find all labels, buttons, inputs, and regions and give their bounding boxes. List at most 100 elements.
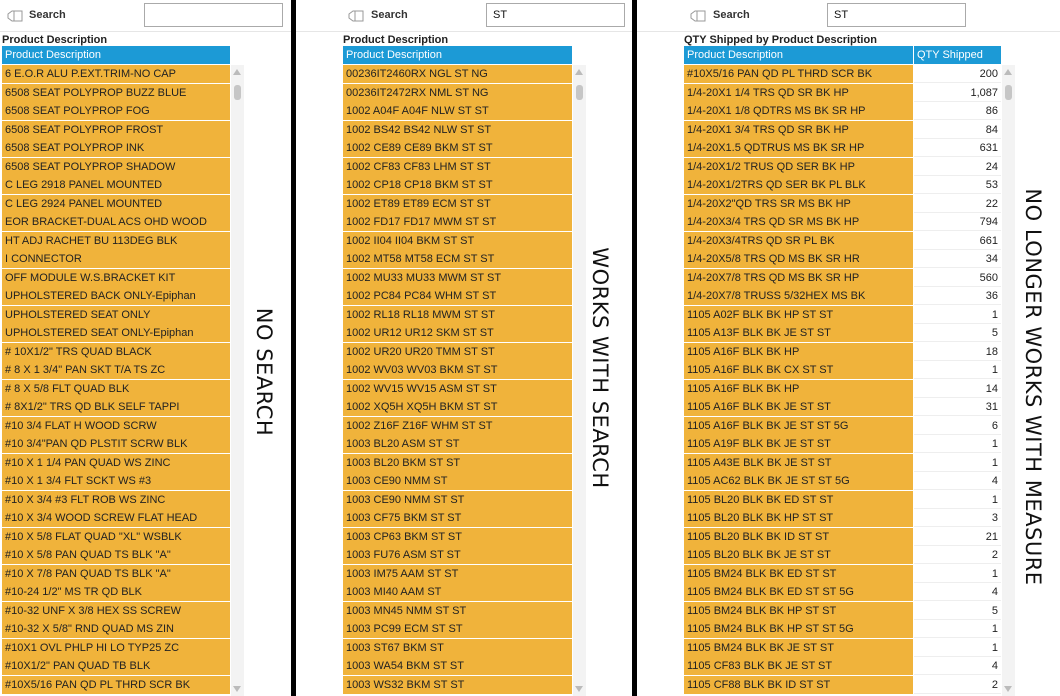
table-row[interactable]: #10X5/16 PAN QD PL THRD SCR BK 200 — [684, 65, 1001, 84]
table-row[interactable]: 00236IT2460RX NGL ST NG — [343, 65, 572, 84]
cell-product-description[interactable]: 6508 SEAT POLYPROP INK — [2, 139, 230, 157]
cell-product-description[interactable]: 1105 A02F BLK BK HP ST ST — [684, 305, 913, 324]
cell-product-description[interactable]: #10 X 1 1/4 PAN QUAD WS ZINC — [2, 453, 230, 472]
cell-product-description[interactable]: 6 E.O.R ALU P.EXT.TRIM-NO CAP — [2, 65, 230, 83]
table-row[interactable]: # 8X1/2" TRS QD BLK SELF TAPPI — [2, 398, 230, 417]
cell-product-description[interactable]: 6508 SEAT POLYPROP FOG — [2, 102, 230, 120]
scroll-thumb[interactable] — [234, 85, 241, 100]
cell-product-description[interactable]: 1105 BM24 BLK BK HP ST ST — [684, 601, 913, 620]
table-row[interactable]: UPHOLSTERED SEAT ONLY — [2, 305, 230, 324]
table-row[interactable]: 1003 CP63 BKM ST ST — [343, 527, 572, 546]
cell-qty-shipped[interactable]: 200 — [914, 65, 1001, 83]
table-row[interactable]: 1002 WV03 WV03 BKM ST ST — [343, 361, 572, 380]
cell-qty-shipped[interactable]: 1 — [914, 361, 1001, 379]
cell-product-description[interactable]: 1105 A16F BLK BK HP — [684, 342, 913, 361]
table-row[interactable]: # 8 X 1 3/4" PAN SKT T/A TS ZC — [2, 361, 230, 380]
table-row[interactable]: #10X1 OVL PHLP HI LO TYP25 ZC — [2, 638, 230, 657]
cell-product-description[interactable]: # 10X1/2" TRS QUAD BLACK — [2, 342, 230, 361]
cell-qty-shipped[interactable]: 1 — [914, 620, 1001, 638]
table-row[interactable]: 1003 PC99 ECM ST ST — [343, 620, 572, 639]
cell-product-description[interactable]: 1003 CE90 NMM ST — [343, 472, 572, 490]
cell-product-description[interactable]: 1/4-20X7/8 TRUSS 5/32HEX MS BK — [684, 287, 913, 305]
column-header-product-description[interactable]: Product Description — [343, 46, 572, 64]
table-row[interactable]: C LEG 2918 PANEL MOUNTED — [2, 176, 230, 195]
search-eraser-icon[interactable] — [7, 10, 23, 22]
cell-product-description[interactable]: 1002 PC84 PC84 WHM ST ST — [343, 287, 572, 305]
cell-product-description[interactable]: EOR BRACKET-DUAL ACS OHD WOOD — [2, 213, 230, 231]
cell-product-description[interactable]: 1002 FD17 FD17 MWM ST ST — [343, 213, 572, 231]
cell-product-description[interactable]: 1003 BL20 BKM ST ST — [343, 453, 572, 472]
table-row[interactable]: #10 X 5/8 FLAT QUAD "XL" WSBLK — [2, 527, 230, 546]
cell-product-description[interactable]: 1002 ET89 ET89 ECM ST ST — [343, 194, 572, 213]
cell-product-description[interactable]: 00236IT2460RX NGL ST NG — [343, 65, 572, 83]
column-header-qty-shipped[interactable]: QTY Shipped — [914, 46, 1001, 64]
table-row[interactable]: 1003 MI40 AAM ST — [343, 583, 572, 602]
table-row[interactable]: 1002 WV15 WV15 ASM ST ST — [343, 379, 572, 398]
table-row[interactable]: 1105 A16F BLK BK JE ST ST 5G 6 — [684, 416, 1001, 435]
table-row[interactable]: 1002 MT58 MT58 ECM ST ST — [343, 250, 572, 269]
cell-product-description[interactable]: 1/4-20X5/8 TRS QD MS BK SR HR — [684, 250, 913, 268]
cell-qty-shipped[interactable]: 1 — [914, 638, 1001, 657]
table-row[interactable]: 1/4-20X7/8 TRUSS 5/32HEX MS BK 36 — [684, 287, 1001, 306]
table-row[interactable]: 1/4-20X1.5 QDTRUS MS BK SR HP 631 — [684, 139, 1001, 158]
cell-qty-shipped[interactable]: 661 — [914, 231, 1001, 250]
table-row[interactable]: 1003 BL20 BKM ST ST — [343, 453, 572, 472]
table-row[interactable]: 1105 BM24 BLK BK JE ST ST 1 — [684, 638, 1001, 657]
vertical-scrollbar[interactable] — [1002, 65, 1015, 696]
cell-qty-shipped[interactable]: 53 — [914, 176, 1001, 194]
table-row[interactable]: 1003 FU76 ASM ST ST — [343, 546, 572, 565]
cell-product-description[interactable]: 1105 BL20 BLK BK JE ST ST — [684, 546, 913, 564]
table-row[interactable]: 1003 CE90 NMM ST ST — [343, 490, 572, 509]
cell-product-description[interactable]: 1105 BM24 BLK BK ED ST ST 5G — [684, 583, 913, 601]
cell-product-description[interactable]: # 8 X 1 3/4" PAN SKT T/A TS ZC — [2, 361, 230, 379]
cell-qty-shipped[interactable]: 36 — [914, 287, 1001, 305]
cell-product-description[interactable]: 1003 MN45 NMM ST ST — [343, 601, 572, 620]
table-row[interactable]: 1002 MU33 MU33 MWM ST ST — [343, 268, 572, 287]
table-row[interactable]: EOR BRACKET-DUAL ACS OHD WOOD — [2, 213, 230, 232]
scroll-up-arrow-icon[interactable] — [575, 69, 583, 75]
cell-product-description[interactable]: #10 X 1 3/4 FLT SCKT WS #3 — [2, 472, 230, 490]
cell-product-description[interactable]: 1003 FU76 ASM ST ST — [343, 546, 572, 564]
scroll-down-arrow-icon[interactable] — [233, 686, 241, 692]
cell-qty-shipped[interactable]: 3 — [914, 509, 1001, 527]
scroll-thumb[interactable] — [576, 85, 583, 100]
scroll-up-arrow-icon[interactable] — [1004, 69, 1012, 75]
cell-qty-shipped[interactable]: 5 — [914, 324, 1001, 342]
cell-qty-shipped[interactable]: 31 — [914, 398, 1001, 416]
table-row[interactable]: 1105 A43E BLK BK JE ST ST 1 — [684, 453, 1001, 472]
cell-product-description[interactable]: 1/4-20X3/4 TRS QD SR MS BK HP — [684, 213, 913, 231]
cell-product-description[interactable]: #10-32 X 5/8" RND QUAD MS ZIN — [2, 620, 230, 638]
table-row[interactable]: 1105 BM24 BLK BK ED ST ST 1 — [684, 564, 1001, 583]
cell-product-description[interactable]: 1105 CF88 BLK BK ID ST ST — [684, 675, 913, 694]
table-row[interactable]: 1105 BL20 BLK BK ID ST ST 21 — [684, 527, 1001, 546]
cell-product-description[interactable]: 1002 II04 II04 BKM ST ST — [343, 231, 572, 250]
vertical-scrollbar[interactable] — [573, 65, 586, 696]
cell-product-description[interactable]: 1105 A16F BLK BK JE ST ST — [684, 398, 913, 416]
cell-product-description[interactable]: # 8 X 5/8 FLT QUAD BLK — [2, 379, 230, 398]
table-row[interactable]: 1/4-20X5/8 TRS QD MS BK SR HR 34 — [684, 250, 1001, 269]
table-row[interactable]: #10 X 1 3/4 FLT SCKT WS #3 — [2, 472, 230, 491]
table-row[interactable]: 1/4-20X1/2 TRUS QD SER BK HP 24 — [684, 157, 1001, 176]
search-input[interactable] — [486, 3, 625, 27]
cell-qty-shipped[interactable]: 21 — [914, 527, 1001, 546]
cell-product-description[interactable]: 1002 WV15 WV15 ASM ST ST — [343, 379, 572, 398]
table-row[interactable]: 1/4-20X1/2TRS QD SER BK PL BLK 53 — [684, 176, 1001, 195]
cell-product-description[interactable]: 1/4-20X3/4TRS QD SR PL BK — [684, 231, 913, 250]
table-row[interactable]: 1105 A16F BLK BK CX ST ST 1 — [684, 361, 1001, 380]
cell-product-description[interactable]: 1105 A16F BLK BK CX ST ST — [684, 361, 913, 379]
table-row[interactable]: 1002 ET89 ET89 ECM ST ST — [343, 194, 572, 213]
cell-product-description[interactable]: 1002 Z16F Z16F WHM ST ST — [343, 416, 572, 435]
search-eraser-icon[interactable] — [690, 10, 706, 22]
cell-product-description[interactable]: 1/4-20X1 1/4 TRS QD SR BK HP — [684, 83, 913, 102]
table-row[interactable]: 1/4-20X7/8 TRS QD MS BK SR HP 560 — [684, 268, 1001, 287]
cell-product-description[interactable]: 1002 MT58 MT58 ECM ST ST — [343, 250, 572, 268]
cell-qty-shipped[interactable]: 2 — [914, 546, 1001, 564]
table-row[interactable]: 1/4-20X3/4TRS QD SR PL BK 661 — [684, 231, 1001, 250]
table-row[interactable]: 1002 PC84 PC84 WHM ST ST — [343, 287, 572, 306]
cell-product-description[interactable]: UPHOLSTERED BACK ONLY-Epiphan — [2, 287, 230, 305]
cell-qty-shipped[interactable]: 1 — [914, 305, 1001, 324]
table-row[interactable]: #10 X 3/4 WOOD SCREW FLAT HEAD — [2, 509, 230, 528]
table-row[interactable]: 1003 BL20 ASM ST ST — [343, 435, 572, 454]
table-row[interactable]: 1002 A04F A04F NLW ST ST — [343, 102, 572, 121]
cell-product-description[interactable]: 1002 A04F A04F NLW ST ST — [343, 102, 572, 120]
